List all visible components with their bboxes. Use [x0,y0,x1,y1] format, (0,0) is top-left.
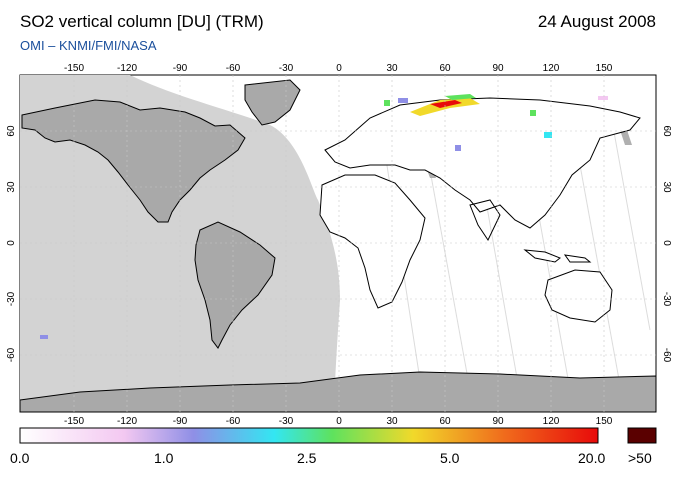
graticule [20,75,656,412]
longitude-label-top: 60 [439,63,451,74]
longitude-label-bottom: 30 [386,416,398,427]
longitude-label-bottom: -30 [279,416,294,427]
colorbar-label-5: >50 [628,450,652,466]
longitude-label-bottom: -90 [173,416,188,427]
latitude-label-right: 30 [661,181,672,193]
latitude-label-right: 0 [661,240,672,246]
longitude-labels-bottom: -150 -120 -90 -60 -30 0 30 60 90 120 150 [64,416,613,427]
colorbar-gradient [19,427,599,444]
latitude-label-left: -60 [6,347,17,362]
australia-landmass [544,269,613,323]
longitude-label-bottom: 60 [439,416,451,427]
latitude-label-left: -30 [6,291,17,306]
colorbar-label-3: 5.0 [440,450,460,466]
longitude-label-top: -120 [117,63,137,74]
longitude-labels-top: -150 -120 -90 -60 -30 0 30 60 90 120 150 [64,63,613,74]
longitude-label-top: -30 [279,63,294,74]
latitude-label-right: -60 [661,348,672,363]
latitude-label-left: 0 [6,240,17,246]
latitude-label-left: 60 [6,125,17,137]
latitude-label-right: -30 [661,292,672,307]
longitude-label-top: 30 [386,63,398,74]
longitude-label-bottom: 150 [596,416,613,427]
latitude-label-right: 60 [661,125,672,137]
longitude-label-top: -150 [64,63,84,74]
longitude-label-bottom: 120 [543,416,560,427]
map-date: 24 August 2008 [537,12,656,31]
map-title: SO2 vertical column [DU] (TRM) [20,12,264,31]
longitude-label-top: 120 [543,63,560,74]
longitude-label-bottom: -150 [64,416,84,427]
longitude-label-top: -60 [226,63,241,74]
africa-landmass [319,174,426,309]
antarctica-landmass [20,371,656,412]
colorbar-label-1: 1.0 [154,450,174,466]
longitude-label-top: -90 [173,63,188,74]
longitude-label-bottom: 90 [492,416,504,427]
longitude-label-top: 0 [336,63,342,74]
longitude-label-bottom: -60 [226,416,241,427]
latitude-labels-left: 60 30 0 -30 -60 [6,125,17,362]
longitude-label-bottom: -120 [117,416,137,427]
latitude-labels-right: 60 30 0 -30 -60 [661,125,672,362]
latitude-label-left: 30 [6,181,17,193]
colorbar-label-0: 0.0 [10,450,30,466]
longitude-label-top: 90 [492,63,504,74]
credit-line: OMI – KNMI/FMI/NASA [20,38,157,53]
india-outline [469,199,501,242]
colorbar-label-2: 2.5 [297,450,317,466]
eurasia-landmass [324,97,641,229]
colorbar-overflow-swatch [627,427,657,444]
indonesia-islands [523,249,592,263]
longitude-label-top: 150 [596,63,613,74]
longitude-label-bottom: 0 [336,416,342,427]
colorbar-label-4: 20.0 [578,450,606,466]
